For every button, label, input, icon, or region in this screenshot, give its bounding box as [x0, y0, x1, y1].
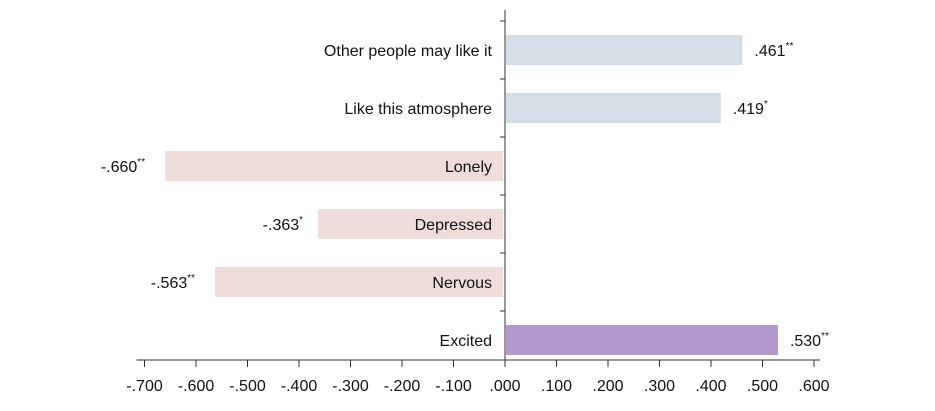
category-label-depressed: Depressed — [415, 217, 492, 234]
significance-marker: ** — [786, 41, 794, 52]
x-tick-label: -.500 — [229, 378, 266, 395]
bar-nervous — [215, 267, 503, 297]
x-tick-label: -.100 — [435, 378, 472, 395]
x-tick-label: -.700 — [126, 378, 163, 395]
bar-lonely — [165, 151, 503, 181]
value-label-excited: .530** — [790, 331, 829, 350]
significance-marker: ** — [137, 157, 145, 168]
bar-other-people-may-like-it — [506, 35, 743, 65]
x-tick-label: .000 — [489, 378, 520, 395]
category-label-other-people-may-like-it: Other people may like it — [324, 43, 493, 60]
x-tick-label: .400 — [695, 378, 726, 395]
x-tick-label: .300 — [644, 378, 675, 395]
significance-marker: ** — [187, 273, 195, 284]
x-tick-label: -.200 — [384, 378, 421, 395]
significance-marker: ** — [821, 331, 829, 342]
x-tick-label: -.300 — [332, 378, 369, 395]
x-tick-label: -.600 — [178, 378, 215, 395]
significance-marker: * — [764, 99, 768, 110]
value-label-nervous: -.563** — [151, 273, 195, 292]
x-tick-label: .100 — [541, 378, 572, 395]
bar-like-this-atmosphere — [506, 93, 721, 123]
bars-layer — [165, 35, 778, 355]
bar-excited — [506, 325, 778, 355]
axes-layer — [136, 10, 820, 361]
value-label-other-people-may-like-it: .461** — [754, 41, 793, 60]
labels-layer: Other people may like it .461** Like this … — [101, 41, 829, 350]
value-label-depressed: -.363* — [263, 215, 303, 234]
category-label-nervous: Nervous — [432, 275, 492, 292]
x-tick-label: .500 — [747, 378, 778, 395]
x-tick-label: .600 — [798, 378, 829, 395]
category-label-lonely: Lonely — [445, 159, 492, 176]
bar-depressed — [318, 209, 503, 239]
category-label-like-this-atmosphere: Like this atmosphere — [344, 101, 492, 118]
value-label-lonely: -.660** — [101, 157, 145, 176]
x-ticks-layer: -.700 -.600 -.500 -.400 -.300 -.200 -.100 .000.… — [126, 20, 830, 395]
category-label-excited: Excited — [440, 333, 492, 350]
value-label-like-this-atmosphere: .419* — [733, 99, 768, 118]
x-tick-label: -.400 — [281, 378, 318, 395]
significance-marker: * — [299, 215, 303, 226]
x-tick-label: .200 — [592, 378, 623, 395]
